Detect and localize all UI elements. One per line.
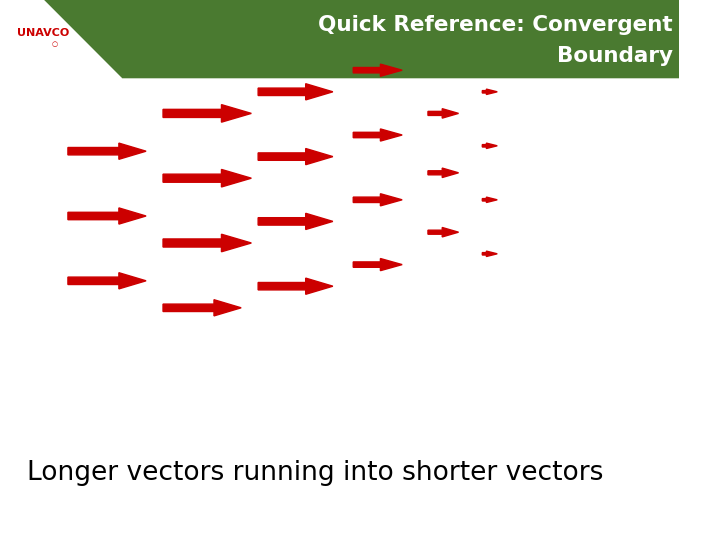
FancyArrow shape xyxy=(428,168,459,178)
FancyArrow shape xyxy=(258,148,333,165)
Text: ○: ○ xyxy=(52,41,58,47)
FancyArrow shape xyxy=(482,251,498,256)
Polygon shape xyxy=(0,0,679,78)
FancyArrow shape xyxy=(354,194,402,206)
Text: UNAVCO: UNAVCO xyxy=(17,28,69,38)
FancyArrow shape xyxy=(482,89,498,94)
FancyArrow shape xyxy=(68,208,146,224)
FancyArrow shape xyxy=(68,143,146,159)
FancyArrow shape xyxy=(163,170,251,187)
FancyArrow shape xyxy=(163,300,241,316)
FancyArrow shape xyxy=(163,105,251,122)
FancyArrow shape xyxy=(354,129,402,141)
FancyArrow shape xyxy=(428,109,459,118)
FancyArrow shape xyxy=(68,273,146,289)
FancyArrow shape xyxy=(354,64,402,76)
FancyArrow shape xyxy=(258,84,333,100)
FancyArrow shape xyxy=(258,278,333,294)
Text: Longer vectors running into shorter vectors: Longer vectors running into shorter vect… xyxy=(27,460,603,485)
FancyArrow shape xyxy=(428,227,459,237)
Text: Boundary: Boundary xyxy=(557,46,672,66)
FancyArrow shape xyxy=(163,234,251,252)
FancyArrow shape xyxy=(354,259,402,271)
FancyArrow shape xyxy=(258,213,333,230)
FancyArrow shape xyxy=(482,143,498,148)
Polygon shape xyxy=(0,0,122,78)
Text: Quick Reference: Convergent: Quick Reference: Convergent xyxy=(318,15,672,35)
FancyArrow shape xyxy=(482,197,498,202)
